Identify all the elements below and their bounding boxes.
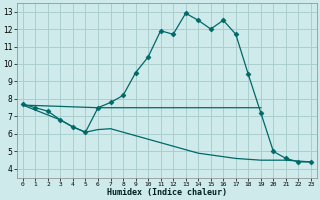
X-axis label: Humidex (Indice chaleur): Humidex (Indice chaleur)	[107, 188, 227, 197]
